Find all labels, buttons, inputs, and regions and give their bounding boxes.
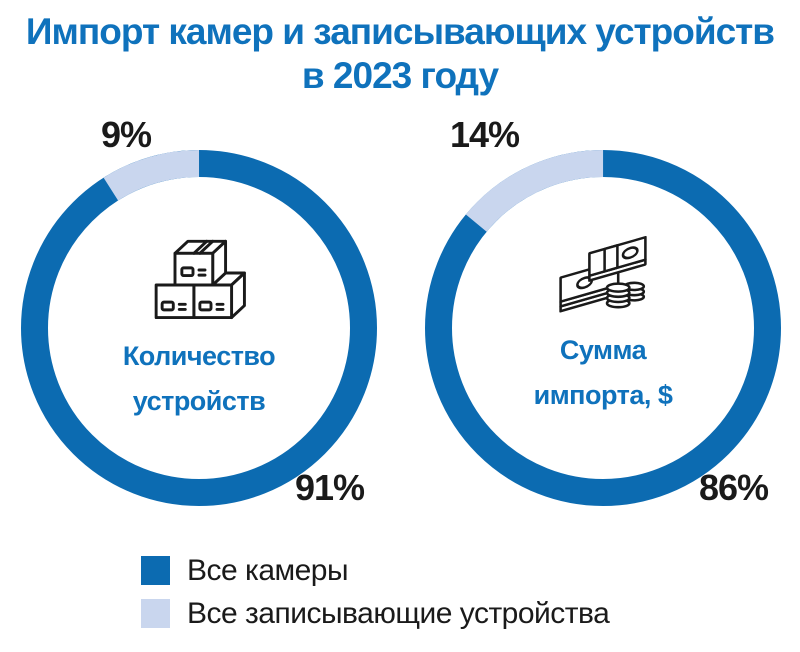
donut-ring-import-sum — [425, 150, 781, 506]
legend-label-cameras: Все камеры — [187, 554, 349, 587]
donut-center-content: Сумма импорта, $ — [425, 150, 781, 506]
donut-center-content: Количество устройств — [21, 150, 377, 506]
donut-chart-device-count: 9% 91% — [21, 114, 377, 508]
center-label-line2: устройств — [132, 386, 266, 416]
donut-center-label-import-sum: Сумма импорта, $ — [534, 328, 673, 418]
money-icon — [559, 236, 647, 313]
chart-title-line2: в 2023 году — [301, 55, 499, 96]
chart-title: Импорт камер и записывающих устройств в … — [0, 10, 800, 98]
center-label-line1: Количество — [122, 341, 276, 371]
chart-title-line1: Импорт камер и записывающих устройств — [25, 11, 775, 52]
center-label-line1: Сумма — [559, 335, 647, 365]
segment-value-cameras: 86% — [699, 467, 769, 508]
legend-swatch-recorders — [141, 599, 170, 628]
legend-item-recorders: Все записывающие устройства — [141, 597, 610, 630]
segment-value-cameras: 91% — [295, 467, 365, 508]
donut-center-label-device-count: Количество устройств — [122, 334, 276, 424]
center-label-line2: импорта, $ — [533, 380, 673, 410]
donut-chart-import-sum: 14% 86% — [425, 114, 781, 508]
donut-ring-device-count — [21, 150, 377, 506]
segment-value-recorders: 14% — [449, 114, 520, 155]
legend-swatch-cameras — [141, 556, 170, 585]
legend-label-recorders: Все записывающие устройства — [187, 597, 610, 630]
legend: Все камеры Все записывающие устройства — [141, 554, 610, 642]
legend-item-cameras: Все камеры — [141, 554, 609, 587]
segment-value-recorders: 9% — [100, 114, 152, 155]
boxes-icon — [154, 239, 246, 320]
